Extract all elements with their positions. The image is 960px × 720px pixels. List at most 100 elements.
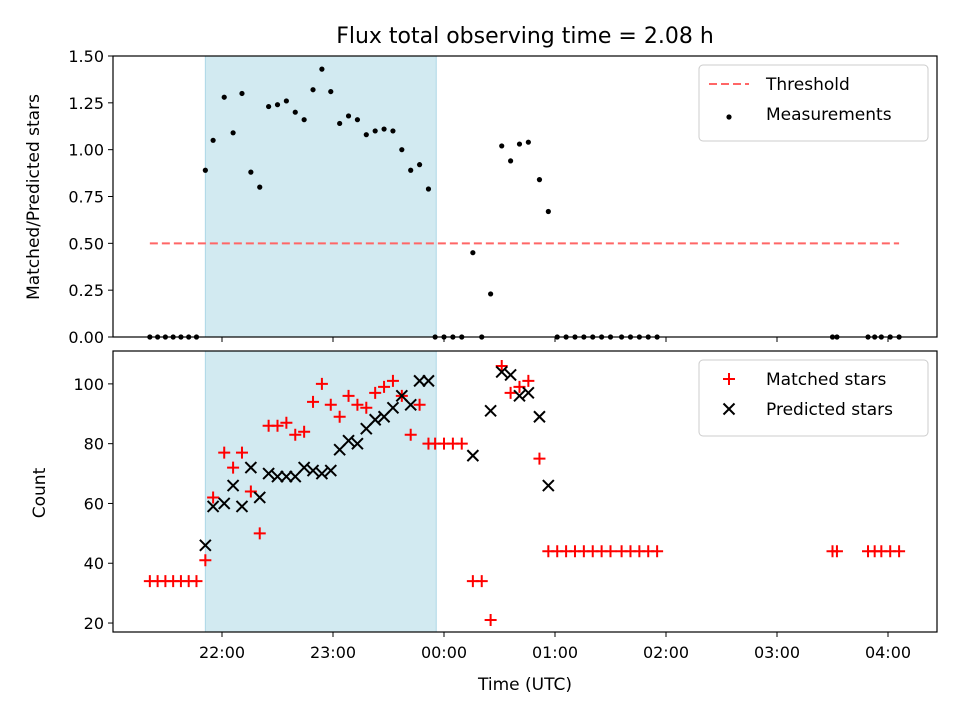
legend-matched-swatch bbox=[723, 373, 735, 385]
measurement-point bbox=[363, 132, 369, 138]
predicted-star-point bbox=[315, 467, 329, 480]
legend: Threshold Measurements bbox=[698, 64, 929, 142]
matched-star-point bbox=[298, 425, 311, 438]
measurement-point bbox=[408, 167, 414, 173]
legend-measurement-swatch bbox=[726, 114, 732, 120]
axes-frame bbox=[112, 55, 938, 338]
x-tick-label: 03:00 bbox=[754, 643, 800, 662]
predicted-star-point bbox=[422, 374, 435, 388]
matched-star-point bbox=[271, 419, 284, 432]
measurement-point bbox=[425, 186, 432, 192]
predicted-star-point bbox=[504, 368, 517, 382]
measurement-point bbox=[372, 128, 378, 134]
matched-star-point bbox=[475, 575, 488, 588]
y-tick-label: 0.75 bbox=[68, 188, 104, 207]
legend: Matched stars Predicted stars bbox=[698, 359, 929, 437]
predicted-star-point bbox=[386, 401, 400, 415]
matched-star-point bbox=[504, 386, 517, 399]
y-tick-label: 0.25 bbox=[68, 281, 104, 300]
measurement-point bbox=[416, 162, 423, 168]
predicted-star-point bbox=[253, 491, 266, 504]
matched-star-point bbox=[333, 410, 346, 423]
y-tick-label: 1.25 bbox=[68, 94, 104, 113]
legend-box bbox=[698, 359, 929, 437]
matched-star-point bbox=[386, 374, 399, 387]
x-tick-label: 01:00 bbox=[532, 643, 578, 662]
measurement-point bbox=[257, 184, 263, 190]
matched-star-point bbox=[235, 446, 248, 459]
measurement-point bbox=[274, 102, 281, 108]
predicted-star-point bbox=[206, 500, 220, 513]
y-tick-label: 0.00 bbox=[68, 328, 104, 347]
legend-label: Matched stars bbox=[766, 370, 886, 390]
measurement-point bbox=[345, 113, 352, 119]
measurement-point bbox=[488, 291, 494, 297]
predicted-star-point bbox=[542, 479, 555, 492]
x-tick-label: 02:00 bbox=[643, 643, 689, 662]
y-tick-label: 80 bbox=[84, 435, 104, 454]
measurement-point bbox=[536, 177, 543, 183]
matched-star-point bbox=[893, 545, 906, 558]
axes-frame bbox=[112, 350, 938, 633]
matched-star-point bbox=[190, 575, 203, 588]
measurement-point bbox=[381, 126, 387, 132]
predicted-star-point bbox=[533, 410, 546, 423]
predicted-star-point bbox=[306, 464, 320, 477]
predicted-star-point bbox=[324, 464, 337, 477]
measurement-point bbox=[230, 130, 236, 136]
measurement-point bbox=[516, 141, 523, 147]
measurement-point bbox=[354, 117, 361, 123]
x-axis-label: Time (UTC) bbox=[477, 675, 572, 695]
measurement-point bbox=[239, 90, 245, 97]
predicted-star-point bbox=[404, 398, 417, 412]
predicted-star-point bbox=[466, 449, 480, 462]
matched-star-point bbox=[369, 386, 382, 399]
y-tick-label: 20 bbox=[84, 614, 104, 633]
matched-star-point bbox=[289, 428, 302, 441]
measurement-point bbox=[545, 208, 551, 215]
measurement-point bbox=[525, 139, 531, 145]
measurement-point bbox=[292, 109, 298, 115]
measurement-point bbox=[508, 158, 514, 164]
matched-star-point bbox=[351, 398, 364, 411]
matched-star-point bbox=[522, 374, 535, 387]
shaded-observing-span bbox=[204, 350, 437, 633]
measurement-point bbox=[319, 66, 325, 72]
measurement-point bbox=[399, 147, 405, 153]
predicted-star-point bbox=[342, 434, 355, 447]
predicted-star-point bbox=[280, 470, 293, 483]
measurement-point bbox=[283, 98, 289, 104]
predicted-star-point bbox=[495, 365, 508, 379]
matched-star-point bbox=[342, 389, 355, 402]
count-panel: 20 40 60 80 100 22:00 23:00 00:00 01:00 02:00 03:0… bbox=[73, 350, 938, 662]
y-tick-label: 100 bbox=[73, 375, 104, 394]
shaded-observing-span bbox=[204, 55, 437, 338]
matched-star-point bbox=[207, 491, 220, 504]
matched-star-point bbox=[324, 398, 337, 411]
y-tick-label: 60 bbox=[84, 494, 104, 513]
measurement-point bbox=[337, 120, 343, 127]
matched-star-point bbox=[604, 545, 617, 558]
predicted-star-point bbox=[262, 467, 275, 480]
measurement-point bbox=[328, 88, 334, 95]
y-tick-label: 40 bbox=[84, 554, 104, 573]
matched-star-point bbox=[218, 446, 231, 459]
matched-star-point bbox=[404, 428, 417, 441]
measurement-point bbox=[210, 137, 216, 143]
matched-star-point bbox=[315, 377, 328, 390]
x-tick-label: 04:00 bbox=[865, 643, 911, 662]
y-tick-label: 1.00 bbox=[68, 141, 104, 160]
matched-star-point bbox=[413, 398, 426, 411]
predicted-star-point bbox=[484, 404, 497, 417]
predicted-star-point bbox=[226, 479, 240, 492]
measurement-point bbox=[499, 143, 505, 149]
matched-star-point bbox=[830, 545, 843, 558]
legend-label: Measurements bbox=[766, 105, 892, 125]
matched-star-point bbox=[360, 401, 373, 414]
matched-star-point bbox=[307, 395, 320, 408]
x-tick-label: 00:00 bbox=[421, 643, 467, 662]
legend-box bbox=[698, 64, 929, 142]
matched-star-point bbox=[484, 614, 497, 627]
matched-star-point bbox=[280, 416, 293, 429]
